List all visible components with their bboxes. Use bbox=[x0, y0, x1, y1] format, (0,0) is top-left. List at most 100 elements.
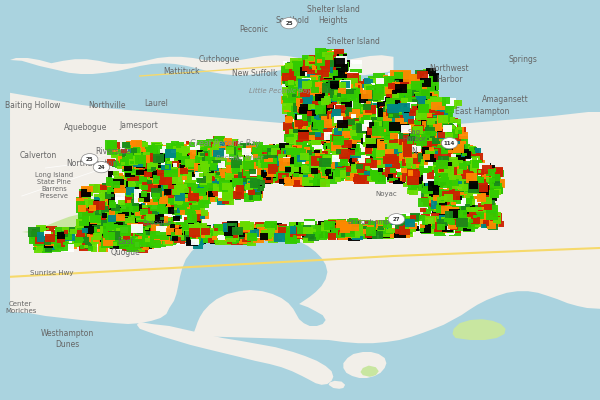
Bar bbox=[41, 244, 46, 248]
Bar bbox=[37, 232, 49, 242]
Bar bbox=[347, 106, 355, 112]
Bar bbox=[205, 159, 215, 167]
Bar bbox=[200, 232, 207, 238]
Bar bbox=[184, 231, 188, 235]
Bar bbox=[443, 125, 452, 132]
Bar bbox=[237, 150, 242, 155]
Bar bbox=[413, 97, 418, 100]
Bar bbox=[399, 226, 404, 230]
Bar bbox=[377, 91, 385, 96]
Bar bbox=[44, 236, 53, 243]
Bar bbox=[301, 162, 313, 172]
Bar bbox=[389, 148, 401, 157]
Bar bbox=[399, 119, 410, 128]
Bar bbox=[166, 193, 171, 197]
Bar bbox=[155, 211, 161, 216]
Bar bbox=[315, 96, 319, 100]
Bar bbox=[334, 63, 343, 71]
Bar bbox=[284, 65, 292, 72]
Bar bbox=[245, 150, 252, 156]
Bar bbox=[56, 232, 61, 237]
Bar bbox=[375, 117, 385, 126]
Bar bbox=[310, 159, 314, 162]
Bar bbox=[445, 205, 449, 209]
Bar bbox=[190, 228, 197, 233]
Bar bbox=[142, 227, 154, 237]
Bar bbox=[109, 234, 119, 242]
Bar bbox=[188, 160, 197, 168]
Bar bbox=[403, 136, 415, 146]
Bar bbox=[449, 165, 461, 174]
Bar bbox=[195, 180, 199, 183]
Bar bbox=[293, 125, 305, 134]
Bar bbox=[170, 225, 178, 232]
Bar bbox=[401, 127, 406, 131]
Bar bbox=[365, 135, 376, 144]
Bar bbox=[388, 117, 398, 125]
Bar bbox=[37, 227, 45, 234]
Bar bbox=[405, 221, 413, 228]
Bar bbox=[314, 150, 320, 155]
Bar bbox=[416, 100, 423, 106]
Bar bbox=[209, 171, 218, 179]
Bar bbox=[315, 88, 323, 94]
Bar bbox=[255, 180, 265, 188]
Bar bbox=[189, 198, 194, 202]
Bar bbox=[386, 103, 397, 112]
Bar bbox=[318, 169, 324, 174]
Bar bbox=[293, 154, 304, 162]
Bar bbox=[359, 125, 364, 129]
Bar bbox=[147, 239, 151, 242]
Bar bbox=[301, 71, 313, 80]
Bar bbox=[211, 153, 217, 158]
Bar bbox=[325, 86, 333, 93]
Bar bbox=[467, 214, 471, 217]
Bar bbox=[253, 144, 265, 153]
Bar bbox=[292, 79, 298, 84]
Bar bbox=[411, 218, 416, 222]
Bar bbox=[425, 227, 431, 232]
Bar bbox=[313, 64, 317, 68]
Bar bbox=[286, 84, 289, 87]
Bar bbox=[330, 124, 337, 130]
Bar bbox=[303, 234, 314, 243]
Bar bbox=[149, 216, 155, 222]
Bar bbox=[311, 72, 319, 78]
Bar bbox=[103, 196, 107, 200]
Bar bbox=[377, 76, 385, 83]
Bar bbox=[278, 154, 286, 161]
Bar bbox=[427, 222, 434, 228]
Bar bbox=[312, 72, 316, 75]
Bar bbox=[79, 189, 89, 197]
Bar bbox=[368, 76, 374, 81]
Bar bbox=[429, 172, 436, 177]
Bar bbox=[397, 231, 404, 237]
Bar bbox=[315, 100, 322, 106]
Bar bbox=[346, 132, 350, 135]
Bar bbox=[410, 179, 418, 186]
Bar bbox=[187, 203, 191, 207]
Bar bbox=[328, 92, 335, 98]
Bar bbox=[408, 87, 417, 94]
Bar bbox=[349, 158, 356, 163]
Bar bbox=[426, 227, 433, 233]
Bar bbox=[313, 100, 322, 108]
Bar bbox=[411, 137, 416, 141]
Bar bbox=[310, 74, 316, 80]
Bar bbox=[293, 74, 302, 81]
Bar bbox=[338, 126, 349, 135]
Bar bbox=[405, 225, 410, 229]
Bar bbox=[451, 155, 461, 164]
Bar bbox=[419, 90, 430, 98]
Bar bbox=[382, 220, 386, 224]
Bar bbox=[292, 170, 302, 178]
Bar bbox=[152, 143, 160, 149]
Bar bbox=[272, 168, 277, 171]
Bar bbox=[172, 161, 182, 170]
Polygon shape bbox=[10, 55, 394, 75]
Bar bbox=[397, 161, 404, 166]
Bar bbox=[403, 116, 412, 123]
Bar bbox=[386, 106, 393, 111]
Bar bbox=[226, 167, 229, 170]
Bar bbox=[244, 164, 250, 168]
